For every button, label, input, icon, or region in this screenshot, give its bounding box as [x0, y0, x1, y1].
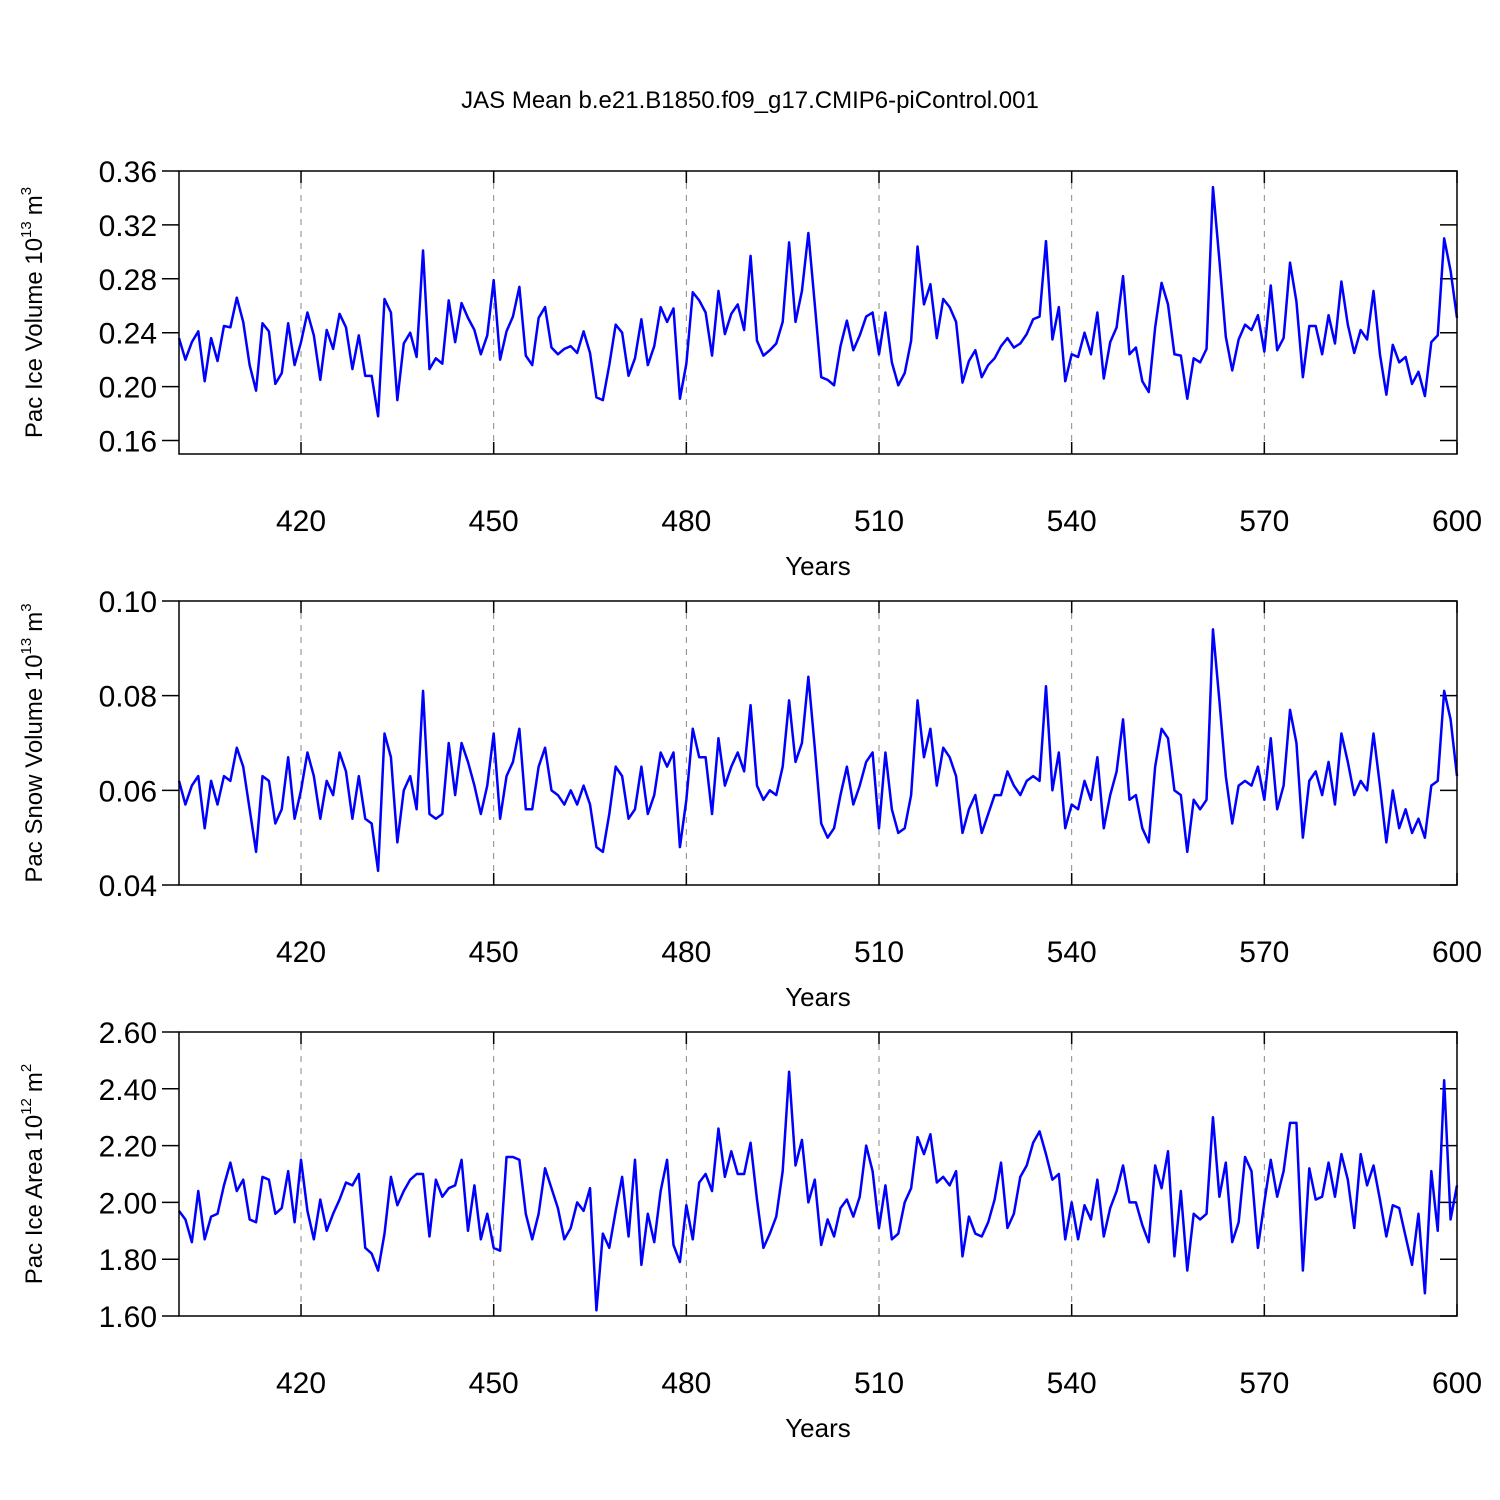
plot-frame — [178, 600, 1458, 886]
y-axis-title-part: Pac Ice Area 10 — [21, 1115, 48, 1284]
y-tick-label: 1.60 — [99, 1301, 157, 1334]
x-tick-label: 600 — [1432, 1367, 1482, 1400]
x-tick-label: 510 — [854, 1367, 904, 1400]
x-tick-label: 480 — [661, 936, 711, 969]
y-tick-label: 0.28 — [99, 264, 157, 297]
y-axis-title-part: 13 — [18, 638, 35, 655]
x-tick-label: 570 — [1239, 1367, 1289, 1400]
x-tick-label: 480 — [661, 1367, 711, 1400]
y-tick-label: 2.40 — [99, 1074, 157, 1107]
x-tick-label: 600 — [1432, 505, 1482, 538]
data-line — [178, 1070, 1459, 1312]
y-tick-label: 0.16 — [99, 426, 157, 459]
y-tick-label: 2.00 — [99, 1187, 157, 1220]
x-tick-label: 600 — [1432, 936, 1482, 969]
x-tick-label: 510 — [854, 936, 904, 969]
y-axis-title-part: 12 — [18, 1098, 35, 1115]
y-axis-title: Pac Snow Volume 1013 m3 — [18, 603, 48, 882]
x-tick-label: 510 — [854, 505, 904, 538]
y-axis-title-part: 3 — [18, 603, 35, 611]
plot-frame — [178, 1031, 1458, 1317]
x-tick-label: 420 — [276, 505, 326, 538]
y-tick-label: 0.32 — [99, 210, 157, 243]
y-axis-title-part: 2 — [18, 1064, 35, 1072]
data-line — [177, 628, 1459, 873]
x-tick-label: 570 — [1239, 505, 1289, 538]
x-tick-label: 570 — [1239, 936, 1289, 969]
x-axis-title: Years — [785, 982, 851, 1012]
y-axis-title-part: Pac Snow Volume 10 — [21, 654, 48, 882]
chart-title: JAS Mean b.e21.B1850.f09_g17.CMIP6-piCon… — [461, 87, 1039, 114]
x-tick-label: 420 — [276, 936, 326, 969]
x-tick-label: 540 — [1047, 505, 1097, 538]
x-axis-title: Years — [785, 1413, 851, 1443]
y-axis-title-part: m — [21, 1072, 48, 1092]
y-axis-title: Pac Ice Area 1012 m2 — [18, 1064, 48, 1284]
y-tick-label: 0.36 — [99, 156, 157, 189]
x-tick-label: 480 — [661, 505, 711, 538]
x-tick-label: 540 — [1047, 936, 1097, 969]
y-tick-label: 0.04 — [99, 870, 157, 903]
y-axis-title-part: Pac Ice Volume 10 — [21, 238, 48, 438]
y-axis-title-part: 3 — [18, 187, 35, 195]
y-axis-title-part: 13 — [18, 221, 35, 238]
x-tick-label: 540 — [1047, 1367, 1097, 1400]
y-tick-label: 0.20 — [99, 372, 157, 405]
y-tick-label: 1.80 — [99, 1244, 157, 1277]
y-tick-label: 0.06 — [99, 775, 157, 808]
x-tick-label: 450 — [469, 1367, 519, 1400]
y-tick-label: 0.08 — [99, 681, 157, 714]
y-axis-title-part: m — [21, 612, 48, 632]
data-line — [177, 185, 1459, 418]
y-tick-label: 0.10 — [99, 586, 157, 619]
x-axis-title: Years — [785, 551, 851, 581]
x-tick-label: 450 — [469, 936, 519, 969]
x-tick-label: 420 — [276, 1367, 326, 1400]
y-tick-label: 2.20 — [99, 1131, 157, 1164]
y-axis-title: Pac Ice Volume 1013 m3 — [18, 187, 48, 438]
y-tick-label: 2.60 — [99, 1017, 157, 1050]
y-axis-title-part: m — [21, 195, 48, 215]
plot-frame — [178, 170, 1458, 455]
x-tick-label: 450 — [469, 505, 519, 538]
y-tick-label: 0.24 — [99, 318, 157, 351]
